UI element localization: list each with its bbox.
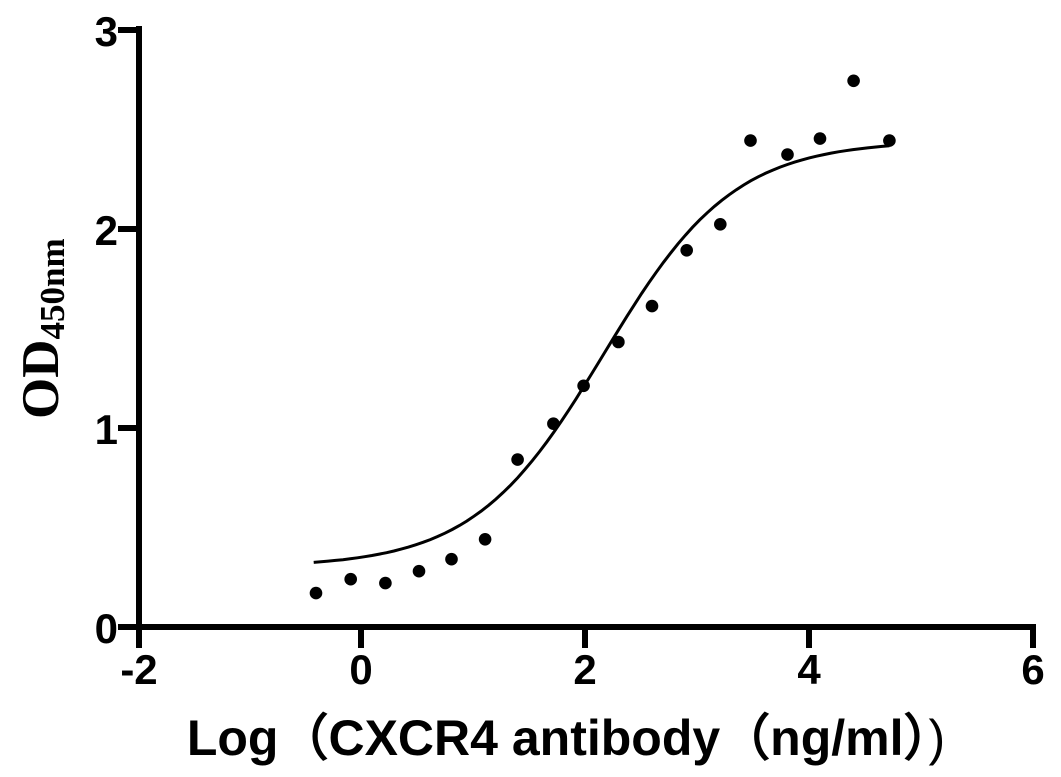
svg-text:2: 2	[95, 207, 118, 254]
svg-text:OD450nm: OD450nm	[12, 238, 72, 419]
svg-text:2: 2	[573, 646, 596, 693]
svg-text:0: 0	[95, 605, 118, 652]
svg-text:4: 4	[797, 646, 821, 693]
svg-text:Log（CXCR4 antibody（ng/ml）): Log（CXCR4 antibody（ng/ml）)	[187, 710, 945, 766]
svg-text:3: 3	[95, 8, 118, 55]
svg-text:-2: -2	[120, 646, 157, 693]
svg-text:0: 0	[349, 646, 372, 693]
svg-text:6: 6	[1021, 646, 1044, 693]
svg-text:1: 1	[95, 406, 118, 453]
